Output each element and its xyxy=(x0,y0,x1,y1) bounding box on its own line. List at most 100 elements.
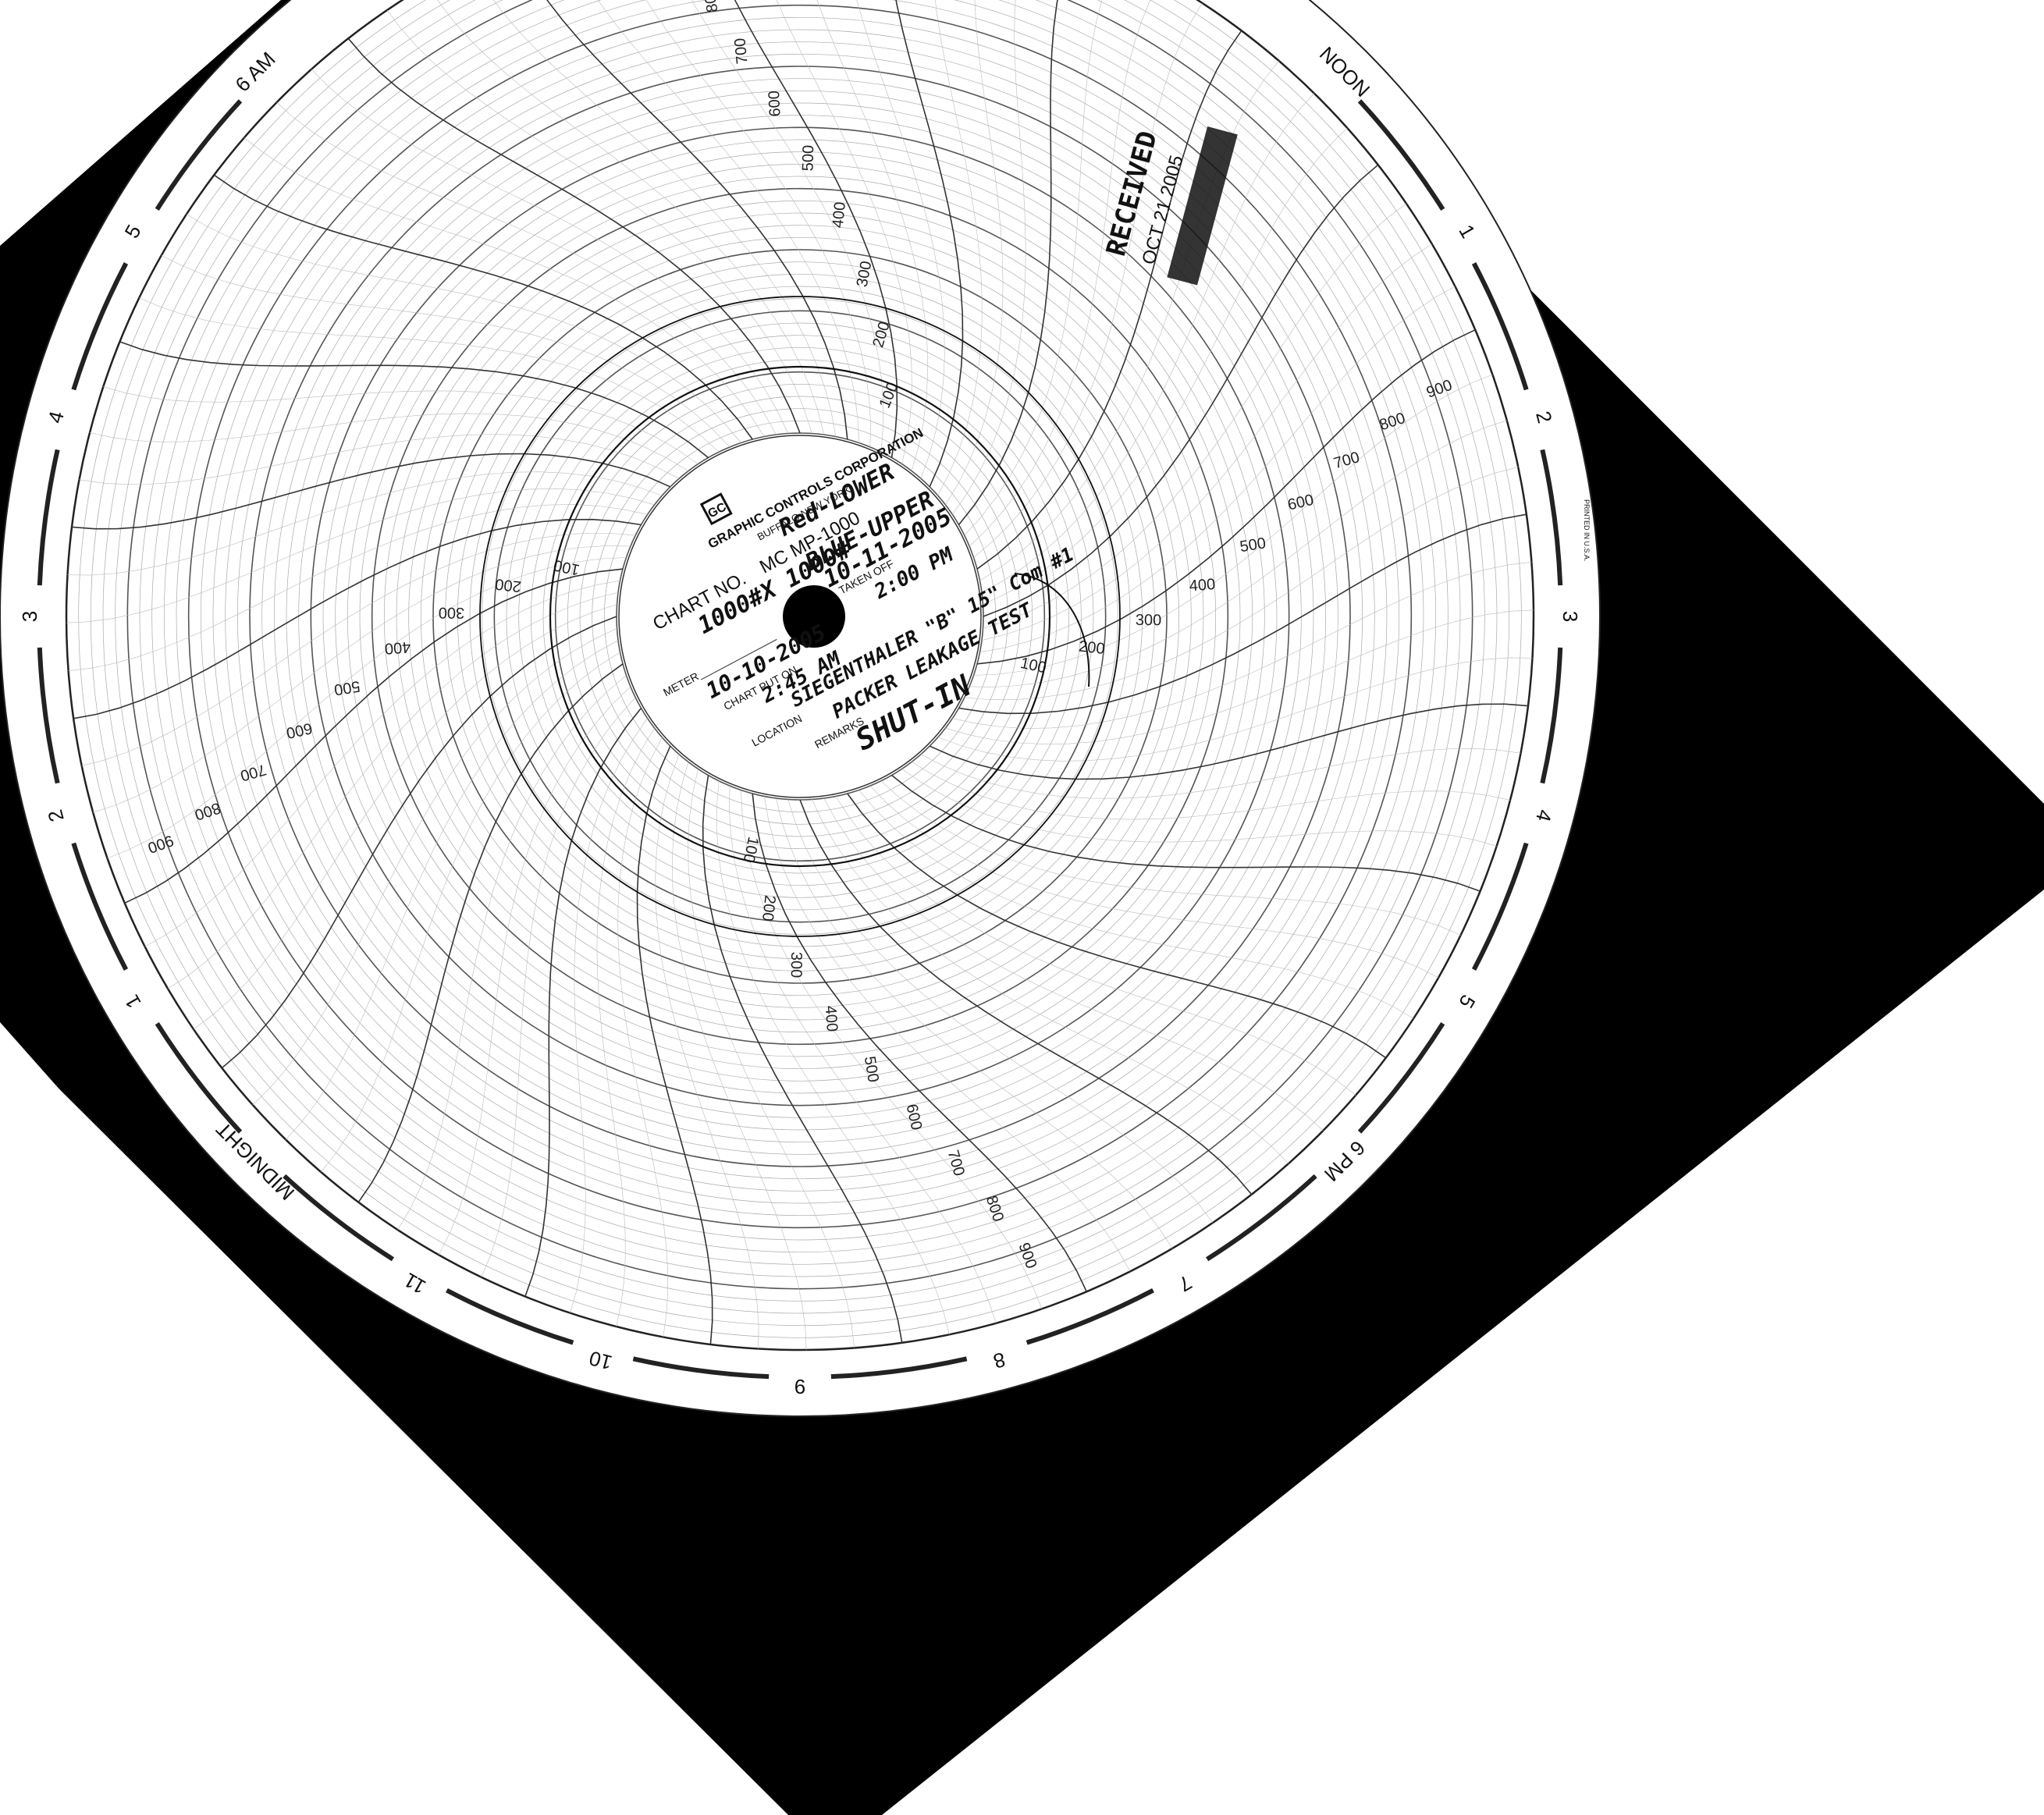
rim-band xyxy=(37,647,60,784)
minor-arc xyxy=(107,557,627,859)
hour-arc xyxy=(799,799,1253,1195)
grid-ring xyxy=(347,163,1253,1070)
white-corner-bottom-left xyxy=(0,1022,702,1815)
hour-arc xyxy=(895,0,964,488)
grid-ring xyxy=(420,236,1180,996)
minor-arc xyxy=(787,799,1214,1224)
minor-arc xyxy=(66,488,655,623)
rim-band xyxy=(1471,262,1529,391)
rim-band xyxy=(1540,647,1563,784)
rim-band xyxy=(71,262,129,391)
minor-arc xyxy=(937,657,1533,762)
minor-arc xyxy=(969,420,1507,687)
minor-arc xyxy=(812,799,1289,1164)
grid-ring xyxy=(408,225,1192,1008)
minor-arc xyxy=(716,780,950,1335)
grid-ring xyxy=(592,408,1008,825)
minor-arc xyxy=(691,0,884,453)
grid-ring xyxy=(445,261,1155,971)
minor-arc xyxy=(952,0,1026,515)
hour-arc xyxy=(976,329,1476,665)
grid-ring xyxy=(102,0,1498,1314)
minor-arc xyxy=(858,790,1414,1019)
grid-ring xyxy=(200,16,1400,1217)
minor-arc xyxy=(969,0,1151,547)
rim-band xyxy=(632,1356,770,1380)
minor-arc xyxy=(321,652,620,1173)
minor-arc xyxy=(161,254,731,448)
minor-arc xyxy=(981,93,1315,593)
minor-arc xyxy=(911,762,1511,820)
hour-arc xyxy=(734,0,898,458)
hour-arc xyxy=(958,0,1058,525)
minor-arc xyxy=(823,797,1324,1131)
grid-outer-ring xyxy=(66,0,1534,1351)
hour-label: 9 xyxy=(794,1375,805,1398)
grid-ring xyxy=(371,187,1229,1046)
minor-arc xyxy=(729,786,997,1323)
minor-arc xyxy=(276,101,777,435)
grid-ring xyxy=(567,383,1033,850)
pen-trace-jump xyxy=(1014,573,1090,687)
hour-arc xyxy=(929,703,1529,780)
minor-arc xyxy=(981,243,1433,641)
hour-arc xyxy=(983,164,1379,617)
minor-arc xyxy=(763,796,1131,1272)
grid-ring xyxy=(396,212,1204,1021)
grid-ring xyxy=(457,273,1143,960)
grid-ring xyxy=(554,371,1046,862)
minor-arc xyxy=(79,434,680,485)
minor-arc xyxy=(397,675,627,1231)
hour-arc xyxy=(524,708,642,1297)
hour-arc xyxy=(976,30,1242,570)
minor-arc xyxy=(186,214,741,443)
grid-ring xyxy=(530,346,1070,886)
minor-arc xyxy=(437,0,824,435)
minor-arc xyxy=(311,69,788,434)
scale-label: 300 xyxy=(1136,612,1162,629)
hour-arc xyxy=(119,341,709,459)
rim-band xyxy=(283,1174,394,1262)
white-corner-top-right xyxy=(1483,0,2044,609)
white-corner-bottom-right xyxy=(882,890,2044,1815)
scale-label: 500 xyxy=(1239,535,1267,556)
rim-band xyxy=(155,1022,243,1134)
pen-trace-upper xyxy=(479,296,1121,937)
minor-arc xyxy=(835,796,1356,1096)
scale-label: 400 xyxy=(384,638,411,657)
scale-label: 400 xyxy=(1189,576,1216,595)
scale-label: 200 xyxy=(1078,638,1106,659)
grid-ring xyxy=(236,53,1363,1180)
hour-arc xyxy=(847,793,1387,1059)
grid-ring xyxy=(286,102,1314,1131)
grid-ring xyxy=(212,29,1388,1204)
scale-label: 400 xyxy=(822,1005,841,1032)
minor-arc xyxy=(964,0,1103,536)
minor-arc xyxy=(901,769,1497,847)
grid-ring xyxy=(310,126,1290,1106)
scale-label: 200 xyxy=(759,894,779,922)
minor-arc xyxy=(952,562,1532,729)
rim-band xyxy=(830,1356,968,1380)
minor-arc xyxy=(935,0,983,496)
grid-ring xyxy=(126,0,1473,1290)
grid-ring xyxy=(164,0,1436,1252)
minor-arc xyxy=(596,727,655,1327)
scale-label: 500 xyxy=(332,677,361,698)
scale-label: 600 xyxy=(766,91,784,117)
hour-arc xyxy=(958,513,1527,715)
rim-band xyxy=(37,449,60,586)
minor-arc xyxy=(816,0,929,471)
minor-arc xyxy=(869,785,1439,979)
minor-arc xyxy=(438,686,631,1256)
hour-arc xyxy=(347,37,801,434)
time-arcs xyxy=(66,0,1534,1351)
grid-ring xyxy=(383,200,1217,1033)
hour-label: 3 xyxy=(18,611,41,622)
white-corner-top-left xyxy=(0,0,281,246)
minor-arc xyxy=(945,0,1004,506)
minor-arc xyxy=(671,762,807,1351)
minor-arc xyxy=(920,748,1521,799)
rim-band xyxy=(1026,1288,1154,1345)
